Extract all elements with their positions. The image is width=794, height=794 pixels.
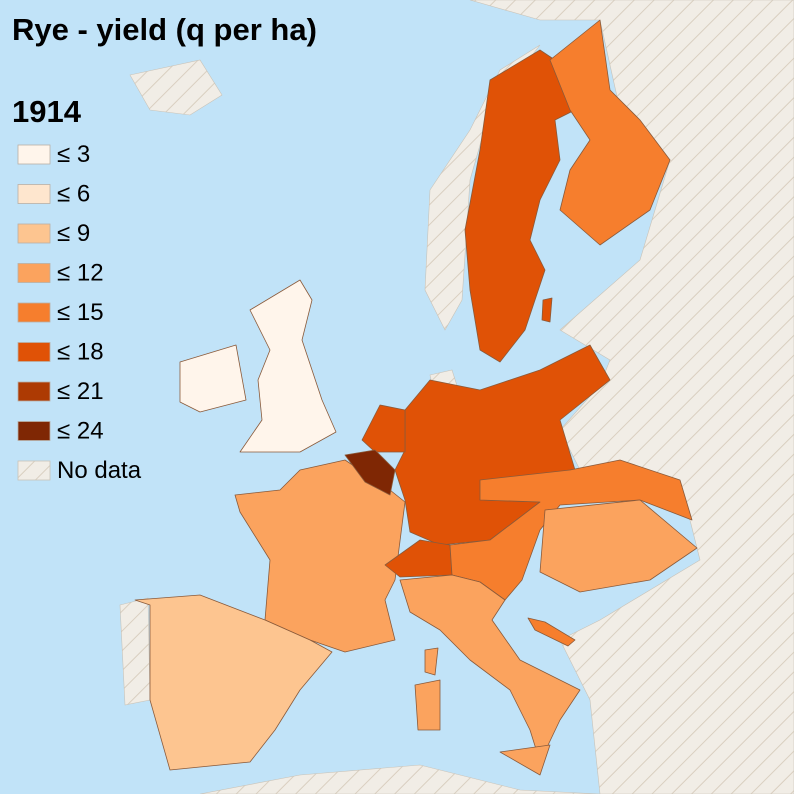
legend-swatch xyxy=(17,223,51,244)
legend-label: ≤ 3 xyxy=(57,141,90,168)
legend-label: ≤ 9 xyxy=(57,220,90,247)
legend-label: ≤ 6 xyxy=(57,181,90,208)
legend-swatch xyxy=(17,421,51,441)
region xyxy=(449,459,693,601)
legend-swatch xyxy=(17,263,51,283)
legend-label: ≤ 15 xyxy=(57,299,104,326)
legend: ≤ 3 ≤ 6 ≤ 9 ≤ 12 ≤ 15 ≤ 18 ≤ 21 ≤ 24 No data xyxy=(17,141,142,484)
region xyxy=(527,617,576,647)
region xyxy=(134,594,333,771)
region xyxy=(239,279,337,453)
region xyxy=(424,647,439,676)
legend-swatch xyxy=(17,342,51,362)
region xyxy=(344,449,396,496)
legend-label: ≤ 18 xyxy=(57,339,104,366)
legend-swatch xyxy=(17,381,51,402)
legend-swatch xyxy=(17,184,51,204)
countries xyxy=(134,19,698,776)
region xyxy=(549,19,671,246)
region xyxy=(499,744,551,776)
legend-swatch xyxy=(17,460,51,481)
region xyxy=(179,344,247,413)
region xyxy=(399,574,581,763)
legend-label: ≤ 21 xyxy=(57,378,104,405)
region xyxy=(414,679,441,731)
legend-label: No data xyxy=(57,457,142,484)
legend-swatch xyxy=(17,302,51,323)
year: 1914 xyxy=(12,94,82,129)
region xyxy=(539,499,698,593)
region xyxy=(361,404,406,453)
region xyxy=(234,459,406,653)
legend-label: ≤ 24 xyxy=(57,418,104,445)
legend-label: ≤ 12 xyxy=(57,260,104,287)
map-title: Rye - yield (q per ha) xyxy=(12,12,317,47)
legend-swatch xyxy=(17,144,51,165)
region xyxy=(541,297,553,323)
